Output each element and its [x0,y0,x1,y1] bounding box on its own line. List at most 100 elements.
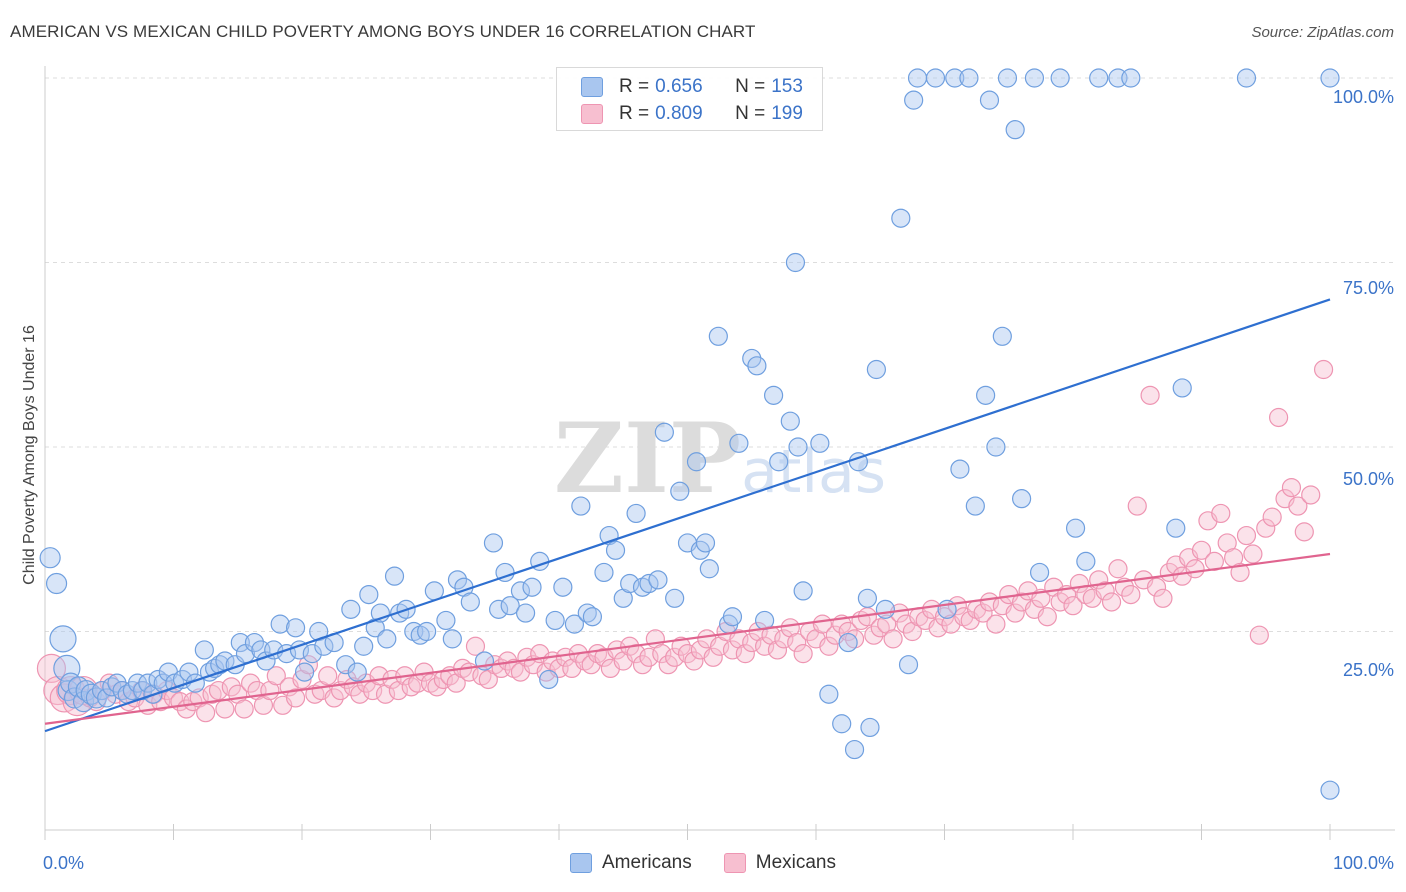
americans-point [648,570,668,590]
americans-point [515,603,536,623]
americans-point [1166,518,1186,538]
series-legend: Americans Mexicans [0,852,1406,874]
mexicans-point [36,653,67,684]
mexicans-point [684,651,704,671]
mexicans-point [1121,584,1141,605]
americans-point [571,496,591,516]
mexicans-point [1313,359,1334,380]
americans-point [1172,378,1192,398]
americans-point [577,603,597,623]
americans-point [341,599,361,619]
mexicans-point [241,673,261,693]
mexicans-point [1288,496,1308,516]
americans-point [763,385,784,405]
americans-point [810,433,830,453]
mexicans-point [1153,588,1173,608]
americans-point [898,655,919,675]
mexicans-point [208,680,229,701]
mexicans-point [1243,544,1263,564]
americans-point [53,654,81,683]
americans-point [230,632,250,653]
americans-point [925,68,946,88]
mexicans-point [1249,625,1269,645]
americans-point [97,688,117,708]
americans-point [483,533,504,553]
americans-point [1089,68,1109,88]
mexicans-point [234,699,254,719]
mexicans-point [318,666,338,686]
americans-point [626,503,646,524]
americans-point [708,326,728,346]
americans-point [754,610,775,631]
americans-point [244,632,265,653]
mexicans-point [504,658,524,679]
americans-point [1024,68,1045,88]
americans-point [49,625,77,653]
americans-point [39,547,61,569]
mexicans-point [1101,592,1122,612]
mexicans-point [536,662,556,682]
mexicans-point [1294,522,1314,542]
americans-point [670,481,690,501]
americans-point [729,433,749,453]
stats-legend: R = 0.656 N = 153 R = 0.809 N = 199 [556,67,823,131]
americans-point [699,559,719,579]
mexicans-point [1037,607,1057,627]
mexicans-point [1256,518,1276,538]
americans-point [365,618,385,638]
americans-point [907,68,928,88]
americans-point [302,644,322,664]
americans-point [695,533,716,553]
mexicans-point [665,647,685,667]
legend-item-mexicans[interactable]: Mexicans [723,852,836,874]
americans-point [336,655,356,675]
americans-point [179,662,199,682]
americans-point [992,326,1012,346]
americans-point [793,581,813,601]
mexicans-point [350,684,370,704]
americans-swatch [581,77,603,97]
americans-point [976,385,996,405]
mexicans-point [517,647,537,667]
mexicans-trend-line [44,552,1331,725]
americans-point [545,610,565,631]
mexicans-point [787,632,807,653]
mexicans-point [202,684,222,704]
americans-point [1050,68,1070,88]
mexicans-point [1063,596,1083,616]
americans-point [722,607,743,627]
americans-swatch [570,853,592,873]
mexicans-point [221,677,241,697]
mexicans-point [677,644,698,664]
mexicans-point [118,692,139,712]
watermark-zip: ZIP [554,402,741,515]
y-tick-100: 100.0% [1332,87,1394,107]
mexicans-point [767,640,788,660]
americans-point [45,572,68,595]
americans-points [39,68,1340,800]
mexicans-point [183,692,203,712]
americans-point [769,452,789,472]
n-label: N = [735,103,766,124]
mexicans-point [883,629,903,649]
mexicans-point [838,621,858,642]
mexicans-point [870,618,890,638]
watermark: ZIPatlas [554,402,886,515]
americans-point [460,592,480,612]
mexicans-point [1159,562,1179,583]
mexicans-point [671,636,691,656]
americans-point [436,610,456,631]
americans-point [410,625,430,645]
legend-item-americans[interactable]: Americans [570,852,692,874]
americans-legend-label: Americans [602,852,692,873]
mexicans-legend-label: Mexicans [755,852,836,873]
americans-point [359,584,379,605]
mexicans-point [703,647,723,667]
americans-point [665,588,685,608]
mexicans-point [324,688,344,708]
mexicans-point [844,629,865,649]
americans-trend-line [44,298,1331,733]
americans-point [891,208,911,228]
mexicans-point [465,636,486,656]
americans-point [294,662,315,682]
